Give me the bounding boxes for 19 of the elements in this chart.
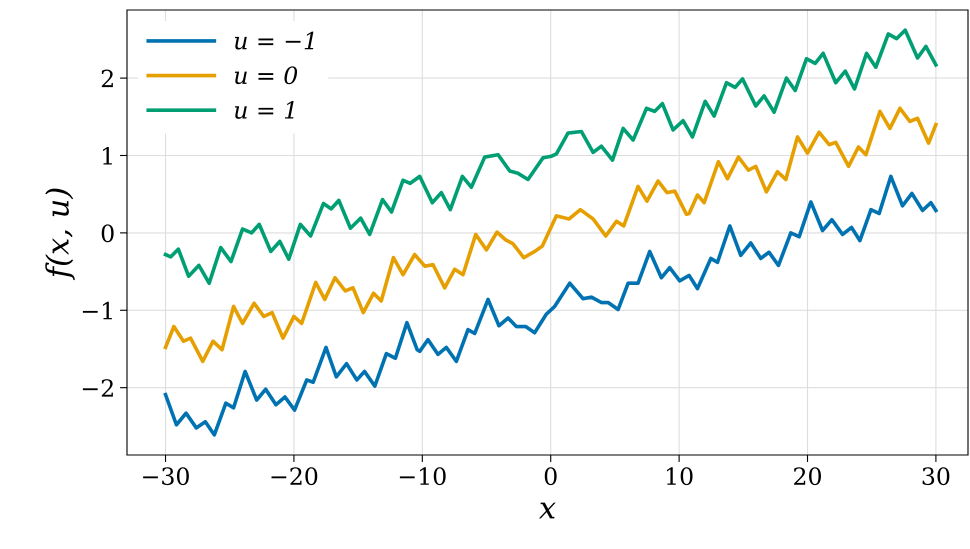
x-tick-label: 20 bbox=[794, 467, 821, 486]
y-tick-label: −1 bbox=[82, 302, 112, 320]
legend-label: u = 0 bbox=[234, 66, 298, 84]
line-series bbox=[164, 28, 938, 285]
y-tick-label: 1 bbox=[103, 146, 112, 164]
x-axis-title: x bbox=[538, 502, 556, 518]
x-tick-label: −20 bbox=[272, 467, 318, 486]
y-tick-label: 2 bbox=[102, 70, 113, 88]
y-axis-title: f(x, u) bbox=[45, 188, 75, 280]
y-tick-label: −2 bbox=[82, 379, 113, 397]
legend-label: u = −1 bbox=[234, 32, 314, 50]
x-tick-label: 10 bbox=[666, 467, 693, 486]
x-tick-label: −30 bbox=[143, 467, 189, 486]
x-tick-label: 30 bbox=[922, 467, 950, 486]
line-series bbox=[164, 174, 938, 437]
y-tick-label: 0 bbox=[102, 224, 114, 242]
x-tick-label: −10 bbox=[400, 467, 446, 486]
x-tick-label: 0 bbox=[544, 467, 557, 486]
legend-label: u = 1 bbox=[234, 100, 294, 119]
